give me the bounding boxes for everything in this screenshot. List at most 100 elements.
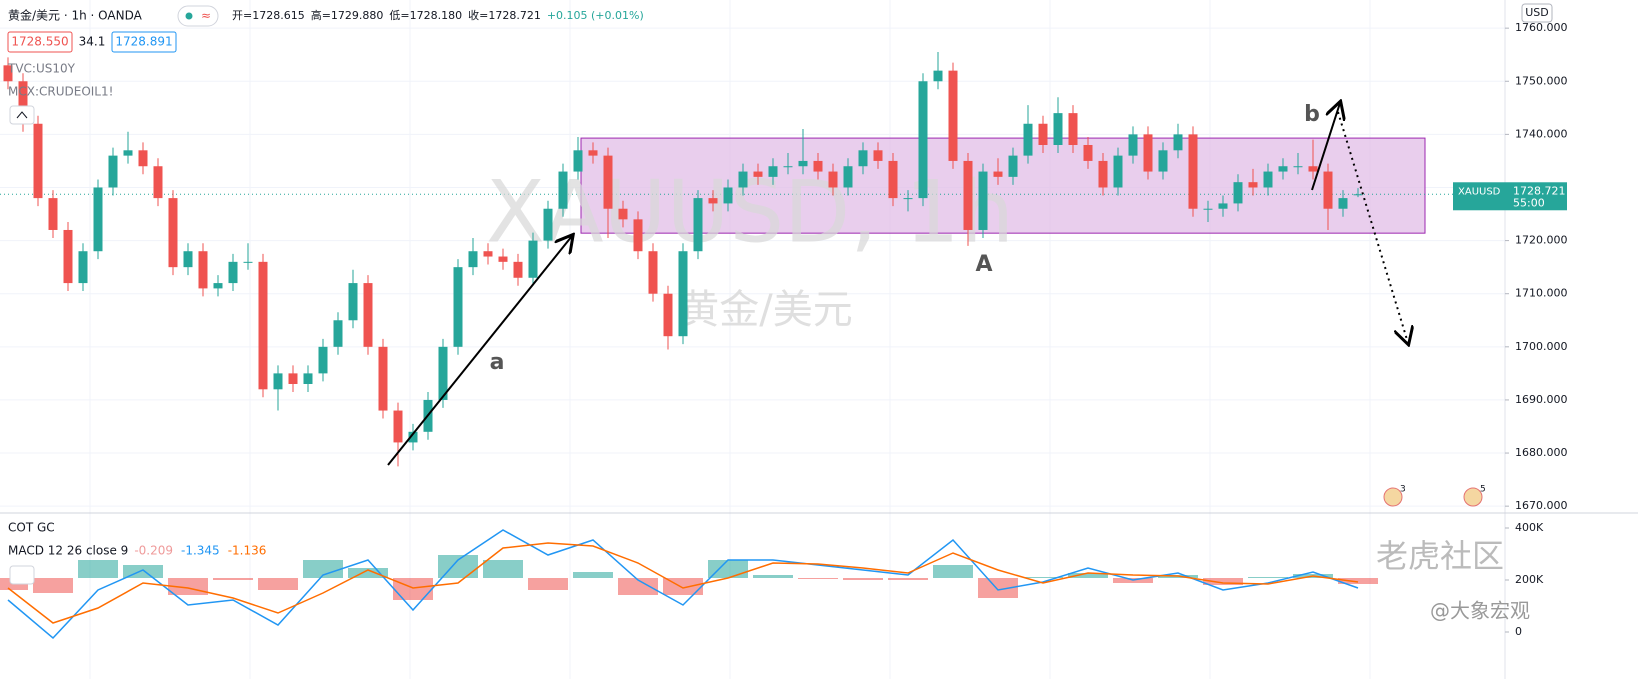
bid-box[interactable]	[7, 31, 73, 53]
candle-body	[843, 166, 853, 188]
candle-body	[573, 150, 583, 172]
candle-body	[198, 251, 208, 289]
macd-histogram-bar	[843, 578, 883, 580]
zone-layer	[0, 137, 1505, 234]
y-tick-label: 0	[1515, 625, 1522, 638]
ohlc-value: 高=1729.880	[311, 8, 384, 22]
ohlc-value: +0.105 (+0.01%)	[547, 9, 644, 22]
status-badge[interactable]	[177, 5, 219, 27]
candle-body	[513, 261, 523, 278]
candle-body	[888, 160, 898, 199]
watermark-sub: 黄金/美元	[679, 287, 852, 333]
candle-body	[903, 198, 913, 200]
status-dot	[185, 12, 193, 20]
macd-histogram-bar	[573, 572, 613, 578]
collapse-button[interactable]	[9, 565, 35, 585]
ohlc-value: 收=1728.721	[468, 8, 541, 22]
y-tick-label: 200K	[1515, 573, 1544, 586]
y-tick-label: 1720.000	[1515, 234, 1568, 247]
candle-body	[168, 198, 178, 268]
macd-histogram-bar	[798, 578, 838, 579]
candle-body	[378, 346, 388, 411]
forecast-arrow	[1337, 111, 1408, 343]
y-tick-label: 1750.000	[1515, 74, 1568, 87]
candle-body	[3, 65, 13, 82]
candle-body	[558, 171, 568, 209]
macd-histogram-bar	[528, 578, 568, 590]
candle-body	[723, 187, 733, 204]
macd-histogram-bar	[1203, 578, 1243, 585]
macd-histogram-bar	[888, 578, 928, 580]
candle-body	[18, 81, 28, 124]
candle-body	[963, 160, 973, 230]
candle-body	[1278, 166, 1288, 172]
candle-body	[483, 251, 493, 257]
candle-body	[753, 171, 763, 177]
macd-histogram-bar	[258, 578, 298, 590]
candle-body	[1113, 155, 1123, 188]
ask: 1728.891	[115, 35, 172, 49]
candle-body	[348, 283, 358, 321]
currency-box[interactable]	[1521, 3, 1553, 23]
candle-body	[708, 198, 718, 204]
candle-body	[1233, 182, 1243, 204]
candle-body	[123, 150, 133, 156]
ask-box[interactable]	[111, 31, 177, 53]
macd-pane: 400K 200K 0	[0, 521, 1544, 640]
candle-body	[63, 229, 73, 284]
last-price-symbol: XAUUSD	[1458, 186, 1501, 197]
macd-value: -1.345	[181, 544, 220, 558]
event-icon	[1463, 487, 1483, 507]
candle-body	[693, 198, 703, 252]
macd-histogram-bar	[393, 578, 433, 600]
candle-body	[1308, 166, 1318, 172]
bid: 1728.550	[11, 35, 68, 49]
wave-label: b	[1304, 102, 1320, 127]
candle-body	[1053, 113, 1063, 145]
candle-body	[1173, 134, 1183, 151]
y-tick-label: 1670.000	[1515, 499, 1568, 512]
candle-body	[1323, 171, 1333, 209]
candle-body	[78, 251, 88, 284]
candle-body	[393, 410, 403, 443]
candle-body	[768, 166, 778, 177]
candle-body	[453, 267, 463, 347]
candle-body	[333, 320, 343, 347]
collapse-icon	[16, 111, 28, 119]
macd-value: -0.209	[134, 544, 173, 558]
candle-body	[498, 256, 508, 262]
candle-body	[213, 283, 223, 289]
candle-body	[678, 251, 688, 337]
candle-body	[243, 261, 253, 263]
wave-arrow	[387, 236, 572, 466]
candle-body	[468, 251, 478, 268]
y-tick-label: 1710.000	[1515, 287, 1568, 300]
event-icon	[1383, 487, 1403, 507]
y-tick-label: 1700.000	[1515, 340, 1568, 353]
macd-histogram-bar	[303, 560, 343, 578]
indicator-label: MACD 12 26 close 9	[8, 544, 128, 558]
candle-body	[1263, 171, 1273, 188]
candle-body	[1083, 144, 1093, 161]
macd-histogram-bar	[753, 575, 793, 578]
candle-body	[273, 373, 283, 390]
candle-body	[153, 166, 163, 199]
status-icon: ≈	[201, 9, 211, 23]
grid	[0, 0, 1505, 679]
macd-histogram-bar	[1338, 578, 1378, 584]
collapse-button[interactable]	[9, 105, 35, 125]
candle-body	[1068, 113, 1078, 145]
price-axis: 1670.000 1680.000 1690.000 1700.000 1710.000…	[1383, 21, 1568, 512]
candle-body	[543, 208, 553, 241]
candle-body	[1353, 194, 1363, 196]
candle-body	[828, 171, 838, 188]
candle-body	[978, 171, 988, 230]
last-price: 1728.721	[1513, 184, 1566, 197]
candle-body	[738, 171, 748, 188]
candle-body	[408, 431, 418, 443]
macd-histogram-bar	[78, 560, 118, 578]
candle-body	[873, 150, 883, 161]
macd-line	[7, 529, 1359, 640]
ohlc-value: 低=1728.180	[389, 9, 462, 22]
